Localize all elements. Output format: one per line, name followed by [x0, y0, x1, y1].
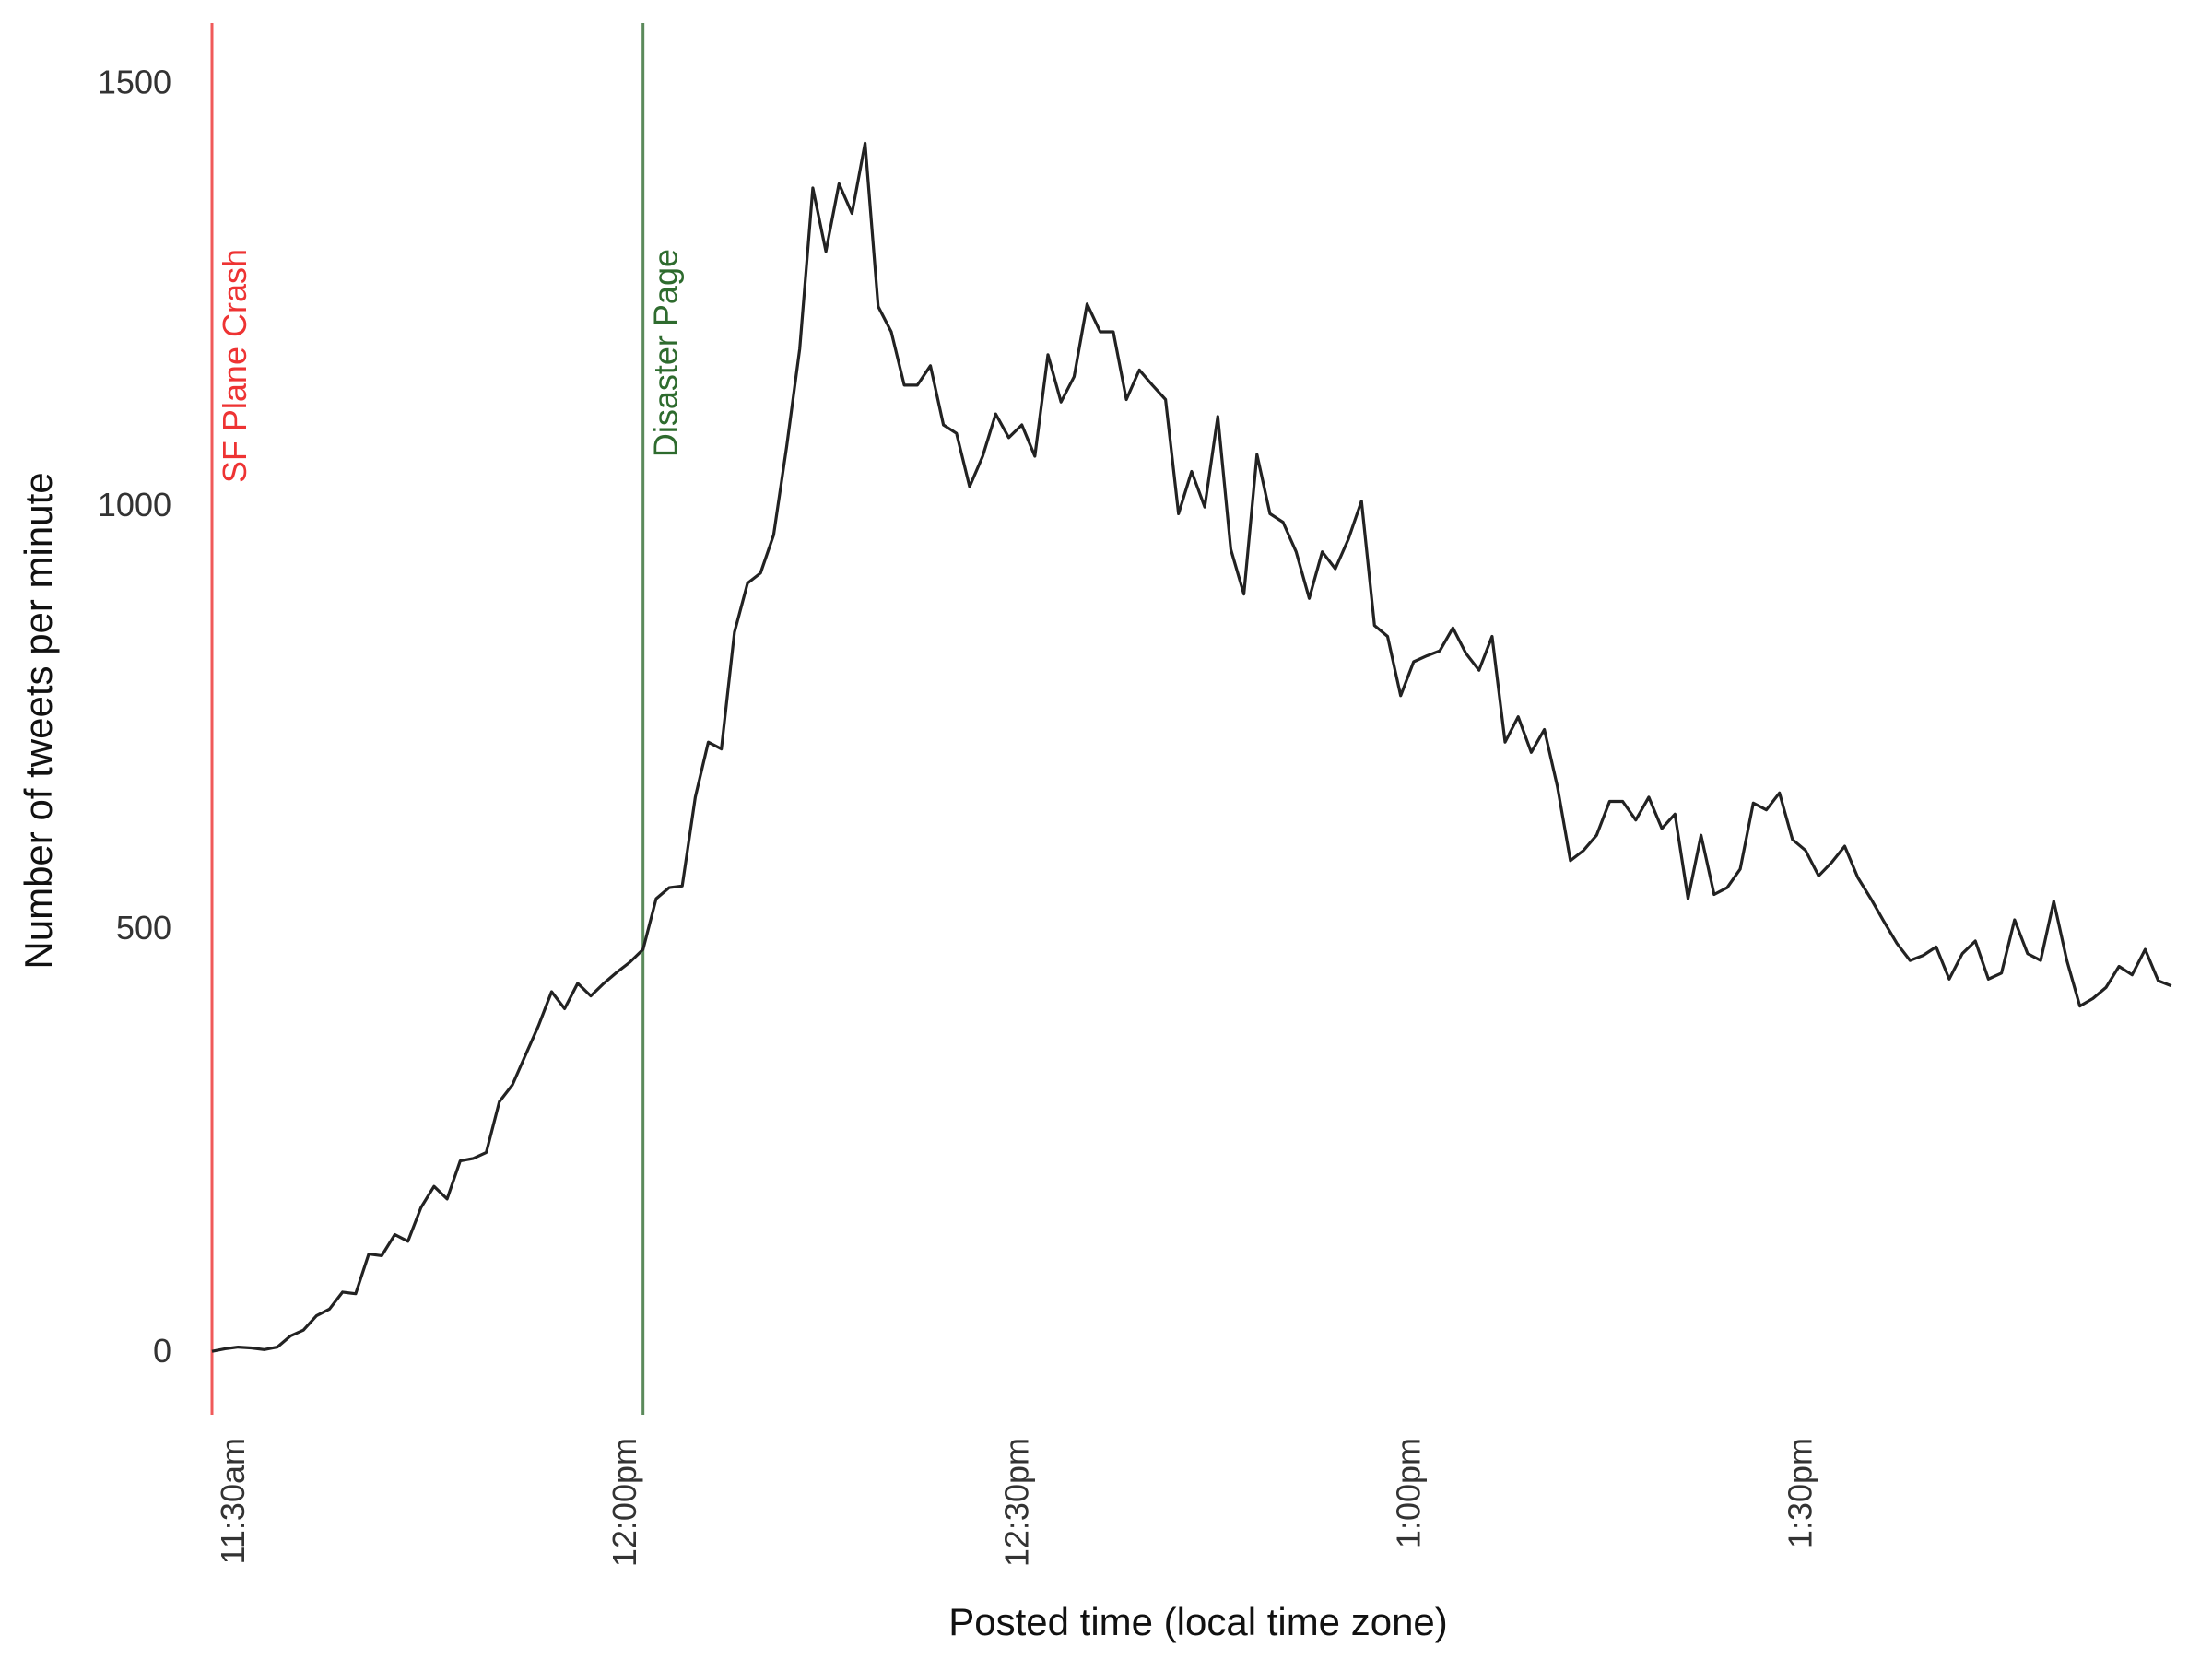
y-axis-ticks: 0 500 1000 1500	[98, 63, 171, 1370]
x-tick-label-0: 11:30am	[214, 1438, 252, 1564]
x-tick-label-2: 12:30pm	[997, 1438, 1035, 1567]
y-axis-title: Number of tweets per minute	[17, 472, 60, 969]
event-label-1: Disaster Page	[647, 249, 685, 457]
y-tick-label-2: 1000	[98, 486, 171, 524]
y-tick-label-3: 1500	[98, 63, 171, 100]
x-axis-ticks: 11:30am 12:00pm 12:30pm 1:00pm 1:30pm	[214, 1438, 1819, 1567]
series-group	[211, 141, 2172, 1353]
series-line-0	[211, 141, 2172, 1353]
y-tick-label-1: 500	[116, 909, 171, 947]
x-tick-label-1: 12:00pm	[606, 1438, 643, 1567]
x-axis-title: Posted time (local time zone)	[948, 1600, 1448, 1643]
event-label-0: SF Plane Crash	[216, 249, 253, 483]
x-tick-label-4: 1:30pm	[1782, 1438, 1819, 1548]
x-tick-label-3: 1:00pm	[1389, 1438, 1427, 1548]
y-tick-label-0: 0	[153, 1332, 171, 1370]
event-annotations: SF Plane Crash Disaster Page	[210, 23, 685, 1415]
